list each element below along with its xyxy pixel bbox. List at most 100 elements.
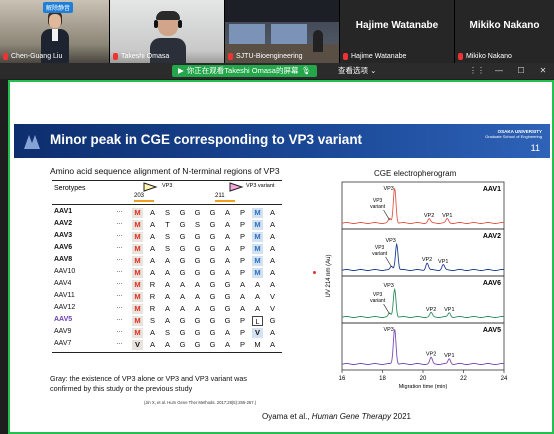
amino-acid: M bbox=[252, 256, 263, 266]
amino-acid: G bbox=[194, 328, 201, 337]
amino-acid: A bbox=[179, 304, 185, 313]
view-options-button[interactable]: 查看选项 ⌄ bbox=[338, 66, 377, 75]
amino-acid: A bbox=[149, 340, 155, 349]
amino-acid: A bbox=[149, 268, 155, 277]
amino-acid: A bbox=[164, 256, 170, 265]
position-211: 211 bbox=[215, 193, 225, 199]
amino-acid: G bbox=[224, 316, 231, 325]
alignment-row: AAV9… M A S G G G A P V A bbox=[52, 327, 282, 339]
video-tile-sjtu[interactable]: SJTU-Bioengineering bbox=[225, 0, 339, 63]
amino-acid: M bbox=[132, 232, 143, 242]
alignment-row: AAV10… M A A G G G A P M A bbox=[52, 267, 282, 279]
chevron-down-icon: ⌄ bbox=[370, 66, 377, 75]
amino-acid: P bbox=[239, 244, 245, 253]
participant-name: Mikiko Nakano bbox=[466, 53, 512, 60]
vp3-flag-icon bbox=[143, 182, 158, 192]
amino-acid: G bbox=[209, 340, 216, 349]
peak-label: VP1 bbox=[444, 307, 454, 313]
amino-acid: A bbox=[149, 256, 155, 265]
peak-label: VP3 bbox=[383, 186, 393, 192]
amino-acid: G bbox=[179, 340, 186, 349]
slide-reference: Oyama et al., Human Gene Therapy 2021 bbox=[262, 412, 411, 421]
amino-acid: M bbox=[252, 220, 263, 230]
ellipsis: … bbox=[116, 303, 123, 310]
screen-share-notice[interactable]: ▶ 你正在观看Takeshi Omasa的屏幕 🎙 bbox=[172, 65, 317, 77]
share-bar: ▶ 你正在观看Takeshi Omasa的屏幕 🎙 查看选项 ⌄ ⋮⋮ — ☐ … bbox=[0, 63, 554, 79]
presentation-slide: Minor peak in CGE corresponding to VP3 v… bbox=[14, 124, 550, 432]
university-logo-icon bbox=[24, 135, 40, 149]
serotype-name: AAV8 bbox=[54, 256, 73, 263]
peak-label: VP1 bbox=[442, 213, 452, 219]
ellipsis: … bbox=[116, 255, 123, 262]
alignment-row: AAV3… M A S G G G A P M A bbox=[52, 231, 282, 243]
amino-acid: G bbox=[179, 268, 186, 277]
alignment-row: AAV2… M A T G S G A P M A bbox=[52, 219, 282, 231]
amino-acid: A bbox=[179, 292, 185, 301]
amino-acid: A bbox=[164, 280, 170, 289]
serotype-name: AAV4 bbox=[54, 280, 72, 287]
amino-acid: V bbox=[269, 304, 275, 313]
amino-acid: A bbox=[149, 220, 155, 229]
amino-acid: R bbox=[149, 304, 156, 313]
close-icon[interactable]: ✕ bbox=[539, 66, 547, 75]
x-tick-label: 18 bbox=[379, 376, 386, 382]
share-notice-text: 你正在观看Takeshi Omasa的屏幕 bbox=[186, 66, 299, 75]
amino-acid: G bbox=[209, 256, 216, 265]
video-tile-takeshi-omasa[interactable]: Takeshi Omasa bbox=[110, 0, 224, 63]
serotype-name: AAV11 bbox=[54, 292, 75, 299]
video-strip: 解除静音 Chen-Guang Liu Takeshi Omasa SJTU-B… bbox=[0, 0, 554, 63]
amino-acid: P bbox=[239, 316, 245, 325]
layout-icon[interactable]: ⋮⋮ bbox=[469, 66, 485, 75]
panel-frame bbox=[341, 181, 505, 230]
amino-acid: V bbox=[252, 328, 263, 338]
amino-acid: M bbox=[132, 256, 143, 266]
video-tile-hajime-watanabe[interactable]: Hajime Watanabe Hajime Watanabe bbox=[340, 0, 454, 63]
amino-acid: A bbox=[149, 244, 155, 253]
amino-acid: G bbox=[209, 328, 216, 337]
position-203: 203 bbox=[134, 193, 145, 199]
amino-acid: S bbox=[164, 232, 170, 241]
participant-video bbox=[225, 0, 339, 63]
amino-acid: A bbox=[239, 304, 245, 313]
x-tick-label: 22 bbox=[460, 376, 467, 382]
video-tile-mikiko-nakano[interactable]: Mikiko Nakano Mikiko Nakano bbox=[455, 0, 554, 63]
amino-acid: M bbox=[132, 268, 143, 278]
amino-acid: G bbox=[224, 304, 231, 313]
alignment-note: Gray: the existence of VP3 alone or VP3 … bbox=[50, 374, 247, 393]
panel-frame bbox=[341, 228, 505, 277]
amino-acid: G bbox=[194, 340, 201, 349]
peak-label: VP1 bbox=[444, 353, 454, 359]
amino-acid: A bbox=[269, 208, 275, 217]
alignment-row: AAV6… M A S G G G A P M A bbox=[52, 243, 282, 255]
amino-acid: G bbox=[209, 316, 216, 325]
peak-arrow bbox=[383, 209, 390, 221]
ellipsis: … bbox=[116, 315, 123, 322]
amino-acid: A bbox=[269, 328, 275, 337]
ellipsis: … bbox=[116, 279, 123, 286]
unmute-badge[interactable]: 解除静音 bbox=[43, 2, 74, 13]
amino-acid: G bbox=[194, 232, 201, 241]
amino-acid: A bbox=[224, 244, 230, 253]
amino-acid: V bbox=[132, 340, 143, 350]
ellipsis: … bbox=[116, 207, 123, 214]
video-tile-chen-guang-liu[interactable]: 解除静音 Chen-Guang Liu bbox=[0, 0, 109, 63]
amino-acid: G bbox=[179, 256, 186, 265]
amino-acid: G bbox=[179, 232, 186, 241]
serotype-name: AAV12 bbox=[54, 304, 76, 311]
peak-label: VP2 bbox=[426, 352, 436, 358]
panel-label: AAV5 bbox=[483, 327, 501, 334]
serotype-name: AAV9 bbox=[54, 328, 72, 335]
minimize-icon[interactable]: — bbox=[495, 66, 503, 75]
peak-label: VP3 bbox=[375, 245, 385, 251]
maximize-icon[interactable]: ☐ bbox=[517, 66, 525, 75]
amino-acid: A bbox=[194, 304, 200, 313]
amino-acid: G bbox=[194, 244, 201, 253]
amino-acid: M bbox=[252, 232, 263, 242]
amino-acid: A bbox=[269, 232, 275, 241]
participant-header-name: Mikiko Nakano bbox=[469, 20, 540, 31]
amino-acid: M bbox=[254, 340, 261, 349]
serotype-name: AAV7 bbox=[54, 340, 72, 347]
amino-acid: A bbox=[224, 340, 230, 349]
series-trace bbox=[341, 287, 504, 318]
amino-acid: S bbox=[149, 316, 155, 325]
